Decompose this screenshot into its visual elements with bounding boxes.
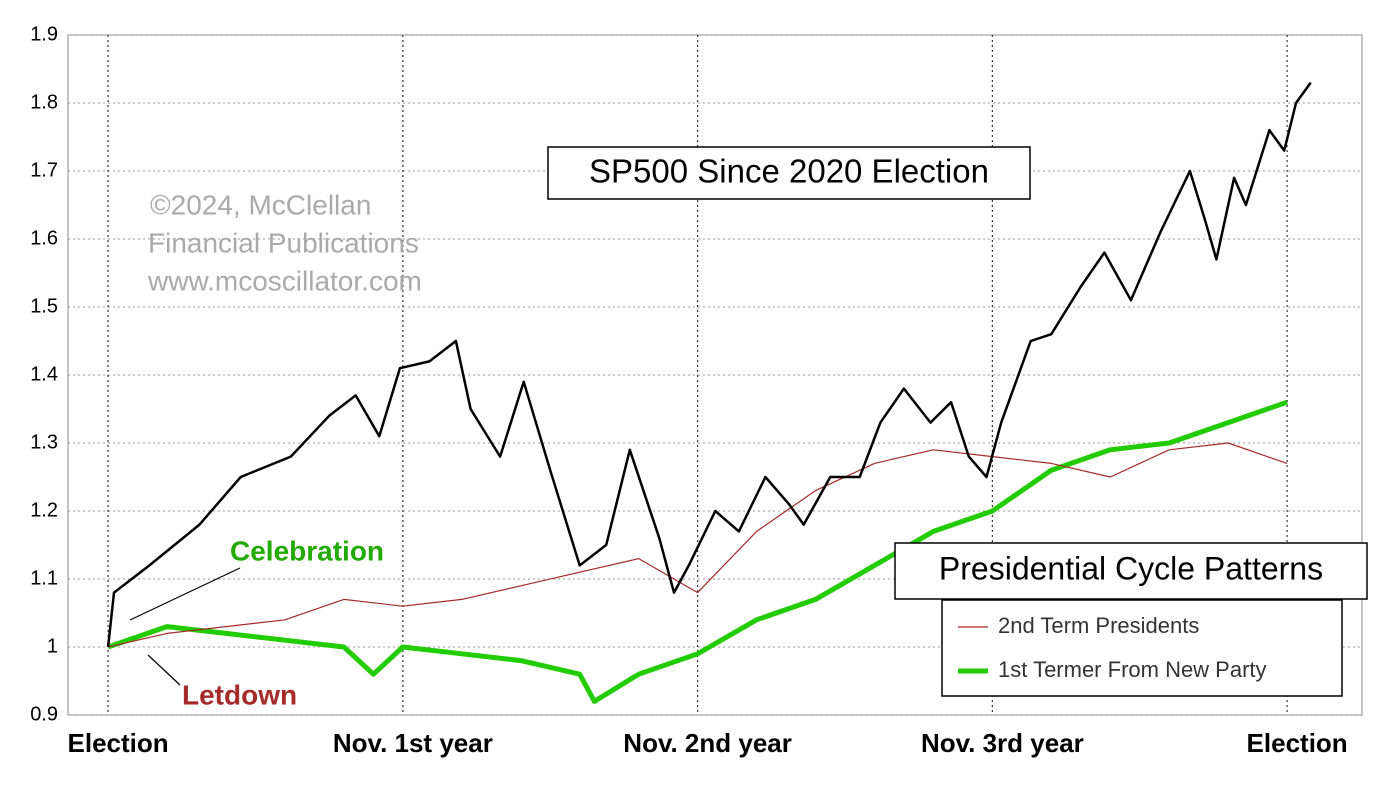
- y-tick-label: 1.2: [30, 499, 58, 521]
- annotation: Celebration: [230, 535, 384, 566]
- annotation-pointer: [147, 654, 181, 686]
- y-tick-label: 1.5: [30, 295, 58, 317]
- legend-items: 2nd Term Presidents 1st Termer From New P…: [958, 613, 1267, 682]
- x-tick-label: Election: [1247, 728, 1348, 758]
- watermark: Financial Publications: [148, 227, 419, 258]
- y-tick-label: 1.3: [30, 431, 58, 453]
- y-tick-label: 1.1: [30, 567, 58, 589]
- x-tick-label: Nov. 3rd year: [921, 728, 1084, 758]
- grid: 0.9 1 1.1 1.2 1.3 1.4 1.5 1.6 1.7 1.8 1.9 Election N…: [30, 23, 1362, 758]
- x-tick-label: Nov. 1st year: [333, 728, 493, 758]
- x-tick-label: Nov. 2nd year: [623, 728, 792, 758]
- y-tick-label: 1.7: [30, 159, 58, 181]
- title-box: [547, 146, 1031, 200]
- y-tick-label: 1.9: [30, 23, 58, 45]
- y-tick-label: 1: [47, 635, 58, 657]
- series-line: [107, 399, 1288, 704]
- legend-title-box: [894, 542, 1368, 600]
- legend-label: 2nd Term Presidents: [998, 613, 1199, 638]
- legend-label: 1st Termer From New Party: [998, 657, 1267, 682]
- watermark: www.mcoscillator.com: [147, 265, 422, 296]
- annotation: Letdown: [182, 679, 297, 710]
- legend-title: Presidential Cycle Patterns: [939, 550, 1323, 586]
- lines: [106, 81, 1312, 704]
- watermark: ©2024, McClellan: [150, 189, 371, 220]
- y-tick-label: 1.6: [30, 227, 58, 249]
- annotation-pointer: [129, 567, 241, 621]
- y-tick-label: 0.9: [30, 703, 58, 725]
- x-tick-label: Election: [68, 728, 169, 758]
- series-line: [106, 81, 1312, 648]
- series-line: [107, 442, 1288, 648]
- legend: [941, 599, 1343, 697]
- y-tick-label: 1.4: [30, 363, 58, 385]
- y-tick-label: 1.8: [30, 91, 58, 113]
- chart-title: SP500 Since 2020 Election: [589, 153, 989, 190]
